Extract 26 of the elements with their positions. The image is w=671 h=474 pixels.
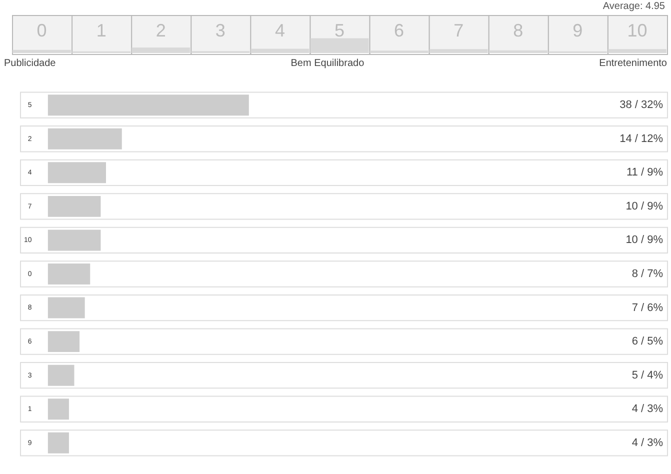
data-label: 38 / 32%	[620, 99, 664, 112]
data-label: 10 / 9%	[626, 200, 664, 212]
text: Bem Equilibrado	[290, 58, 364, 71]
bar	[48, 364, 74, 386]
text: Publicidade	[4, 58, 56, 71]
bar	[48, 264, 90, 284]
data-label: 4 / 3%	[632, 436, 664, 449]
bar	[48, 432, 69, 454]
text: Entretenimento	[599, 58, 667, 71]
text: Average: 4.95	[602, 0, 666, 14]
data-label: 5 / 4%	[632, 369, 664, 382]
bar	[48, 196, 101, 217]
data-label: 4 / 3%	[632, 403, 664, 416]
bar	[48, 94, 249, 116]
data-label: 7 / 6%	[632, 302, 664, 314]
bar	[48, 230, 101, 251]
data-label: 11 / 9%	[626, 166, 664, 179]
bar	[48, 398, 69, 420]
bar	[48, 297, 85, 318]
data-label: 6 / 5%	[632, 336, 664, 348]
bar	[48, 331, 80, 352]
bar	[48, 162, 106, 184]
bar	[48, 128, 122, 150]
data-label: 14 / 12%	[620, 132, 664, 145]
data-label: 10 / 9%	[626, 234, 664, 246]
data-label: 8 / 7%	[632, 268, 664, 280]
